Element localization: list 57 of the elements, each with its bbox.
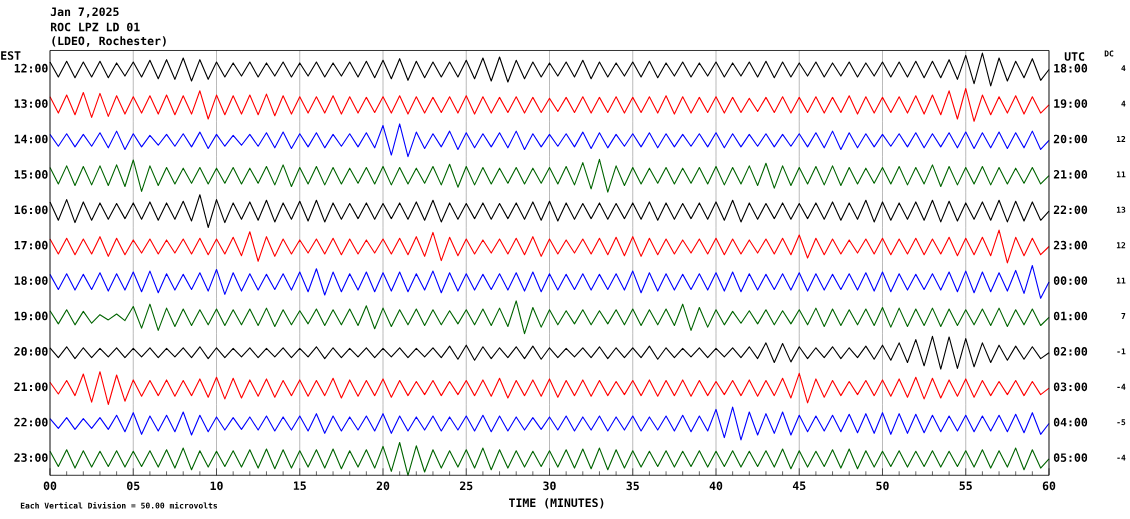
x-tick-label: 35 — [626, 481, 639, 491]
y-axis-title: 15:00 — [14, 170, 48, 179]
x-tick-label: 00 — [43, 481, 57, 491]
text: 11 — [1116, 171, 1126, 178]
y-axis-title: 12:00 — [14, 63, 48, 73]
y-axis-title: 14:00 — [14, 134, 48, 144]
y-axis-title: 19:00 — [14, 311, 48, 321]
y-axis-title: 18:00 — [14, 276, 48, 285]
y2-axis-title: 05:00 — [1053, 453, 1088, 462]
text: 12 — [1116, 136, 1126, 142]
text: (LDEO, Rochester) — [52, 36, 166, 47]
x-tick-label: 40 — [709, 481, 723, 491]
chart-subtitle: ROC LPZ LD 01 — [50, 22, 140, 32]
text: 7 — [1121, 313, 1126, 319]
y2-axis-title: 22:00 — [1053, 205, 1088, 215]
text: 4 — [1121, 100, 1126, 107]
text: EST — [1, 51, 21, 60]
text: -1 — [1117, 348, 1126, 355]
text: UTC — [1064, 52, 1085, 61]
x-tick-label: 60 — [1042, 481, 1056, 491]
text: 13 — [1116, 206, 1126, 213]
x-tick-label: 45 — [792, 481, 806, 491]
y-axis-title: 21:00 — [14, 382, 48, 392]
text: 12 — [1116, 242, 1126, 249]
chart-title: Jan 7,2025 — [50, 7, 119, 18]
y2-axis-title: 20:00 — [1053, 134, 1088, 144]
y-axis-title: 23:00 — [14, 453, 48, 462]
y-axis-title: 22:00 — [14, 417, 48, 427]
x-tick-label: 15 — [293, 481, 306, 491]
text: 4 — [1121, 65, 1126, 72]
y2-axis-title: 18:00 — [1054, 63, 1088, 73]
y2-axis-title: 04:00 — [1053, 417, 1088, 427]
text: -4 — [1117, 383, 1126, 390]
y2-axis-title: 21:00 — [1053, 170, 1088, 179]
y-axis-title: 13:00 — [14, 99, 48, 108]
y2-axis-title: 01:00 — [1053, 311, 1088, 321]
text: Each Vertical Division = 50.00 microvolts — [20, 501, 218, 509]
text: -4 — [1117, 454, 1126, 461]
text: -5 — [1117, 419, 1126, 426]
x-tick-label: 50 — [876, 481, 889, 491]
x-tick-label: 20 — [376, 481, 390, 491]
y2-axis-title: 23:00 — [1053, 240, 1088, 250]
text: 11 — [1116, 277, 1126, 284]
y2-axis-title: 03:00 — [1053, 382, 1088, 392]
x-tick-label: 30 — [543, 481, 556, 491]
x-tick-label: 05 — [127, 481, 140, 491]
y2-axis-title: 00:00 — [1053, 276, 1088, 285]
x-tick-label: 55 — [959, 481, 972, 491]
text: DC — [1104, 50, 1114, 57]
y-axis-title: 17:00 — [14, 240, 48, 250]
x-tick-label: 25 — [459, 481, 473, 491]
y-axis-title: 16:00 — [14, 205, 48, 215]
y-axis-title: 20:00 — [14, 347, 48, 356]
x-tick-label: 10 — [210, 481, 223, 491]
x-axis-title: TIME (MINUTES) — [509, 498, 604, 509]
y2-axis-title: 02:00 — [1053, 347, 1088, 356]
y2-axis-title: 19:00 — [1054, 99, 1088, 108]
